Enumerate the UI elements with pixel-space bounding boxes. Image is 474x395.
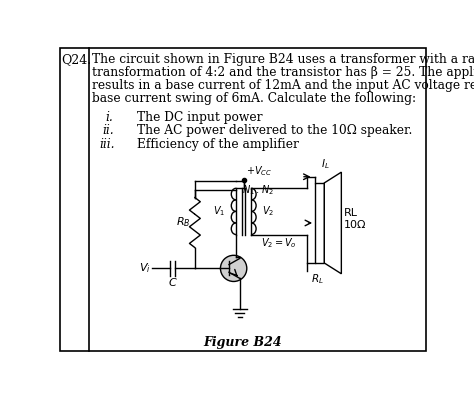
Polygon shape — [324, 172, 341, 274]
Text: $I_L$: $I_L$ — [321, 157, 330, 171]
Text: iii.: iii. — [100, 138, 115, 151]
Text: The DC input power: The DC input power — [137, 111, 262, 124]
Text: results in a base current of 12mA and the input AC voltage results in a peak: results in a base current of 12mA and th… — [92, 79, 474, 92]
Text: $V_2 = V_o$: $V_2 = V_o$ — [262, 236, 297, 250]
FancyBboxPatch shape — [60, 48, 426, 351]
Text: i.: i. — [106, 111, 113, 124]
Text: $V_2$: $V_2$ — [262, 205, 274, 218]
Text: $R_L$: $R_L$ — [311, 272, 324, 286]
Text: Figure B24: Figure B24 — [204, 336, 282, 349]
Bar — [315, 183, 324, 263]
Text: transformation of 4:2 and the transistor has β = 25. The applied 5V DC voltage: transformation of 4:2 and the transistor… — [92, 66, 474, 79]
Text: Efficiency of the amplifier: Efficiency of the amplifier — [137, 138, 299, 151]
Text: base current swing of 6mA. Calculate the following:: base current swing of 6mA. Calculate the… — [92, 92, 416, 105]
Text: $+V_{CC}$: $+V_{CC}$ — [246, 164, 273, 178]
Text: RL
10Ω: RL 10Ω — [344, 208, 366, 230]
Text: C: C — [169, 278, 176, 288]
Text: $V_1$: $V_1$ — [213, 205, 225, 218]
Text: The circuit shown in Figure B24 uses a transformer with a ratio of: The circuit shown in Figure B24 uses a t… — [92, 53, 474, 66]
Text: ii.: ii. — [103, 124, 114, 137]
Circle shape — [220, 255, 247, 282]
Text: $V_i$: $V_i$ — [139, 261, 151, 275]
Text: $N_1 : N_2$: $N_1 : N_2$ — [242, 183, 274, 197]
Text: $R_B$: $R_B$ — [176, 216, 191, 229]
Text: Q24.: Q24. — [62, 54, 91, 67]
Text: The AC power delivered to the 10Ω speaker.: The AC power delivered to the 10Ω speake… — [137, 124, 412, 137]
